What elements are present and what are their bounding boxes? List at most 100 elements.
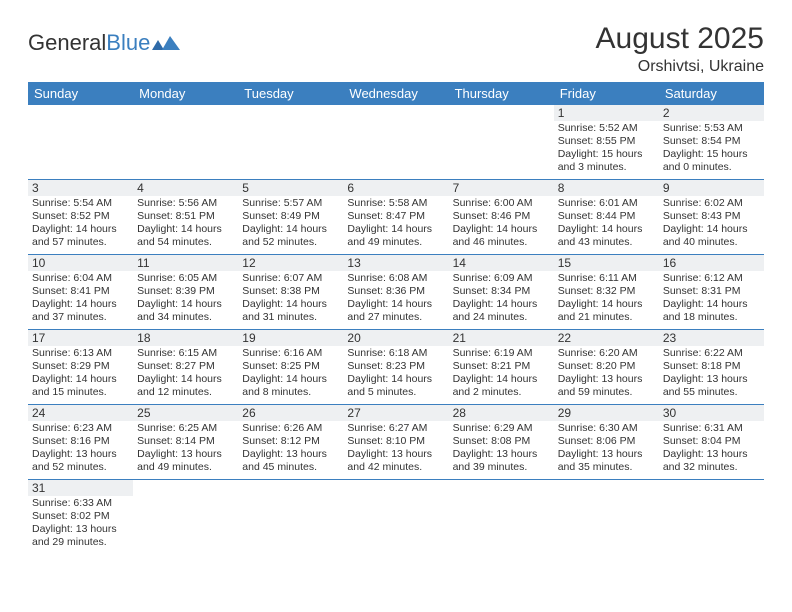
calendar-cell xyxy=(554,480,659,555)
day-info: Sunrise: 6:08 AMSunset: 8:36 PMDaylight:… xyxy=(343,271,448,326)
day-info: Sunrise: 6:30 AMSunset: 8:06 PMDaylight:… xyxy=(554,421,659,476)
dow-header: Thursday xyxy=(449,82,554,105)
dow-header: Sunday xyxy=(28,82,133,105)
calendar-cell: 24Sunrise: 6:23 AMSunset: 8:16 PMDayligh… xyxy=(28,405,133,480)
calendar-cell xyxy=(238,105,343,180)
dow-header: Saturday xyxy=(659,82,764,105)
calendar-cell xyxy=(343,105,448,180)
calendar-cell: 23Sunrise: 6:22 AMSunset: 8:18 PMDayligh… xyxy=(659,330,764,405)
day-number: 20 xyxy=(343,330,448,346)
day-number: 11 xyxy=(133,255,238,271)
calendar-cell: 6Sunrise: 5:58 AMSunset: 8:47 PMDaylight… xyxy=(343,180,448,255)
day-number: 17 xyxy=(28,330,133,346)
calendar-cell: 14Sunrise: 6:09 AMSunset: 8:34 PMDayligh… xyxy=(449,255,554,330)
day-info: Sunrise: 6:33 AMSunset: 8:02 PMDaylight:… xyxy=(28,496,133,551)
day-number: 4 xyxy=(133,180,238,196)
calendar-cell: 26Sunrise: 6:26 AMSunset: 8:12 PMDayligh… xyxy=(238,405,343,480)
logo: GeneralBlue xyxy=(28,30,180,56)
calendar-cell: 9Sunrise: 6:02 AMSunset: 8:43 PMDaylight… xyxy=(659,180,764,255)
calendar-cell: 19Sunrise: 6:16 AMSunset: 8:25 PMDayligh… xyxy=(238,330,343,405)
calendar-cell: 2Sunrise: 5:53 AMSunset: 8:54 PMDaylight… xyxy=(659,105,764,180)
day-info: Sunrise: 6:16 AMSunset: 8:25 PMDaylight:… xyxy=(238,346,343,401)
calendar-cell: 3Sunrise: 5:54 AMSunset: 8:52 PMDaylight… xyxy=(28,180,133,255)
day-info: Sunrise: 6:23 AMSunset: 8:16 PMDaylight:… xyxy=(28,421,133,476)
day-info: Sunrise: 6:00 AMSunset: 8:46 PMDaylight:… xyxy=(449,196,554,251)
day-info: Sunrise: 6:29 AMSunset: 8:08 PMDaylight:… xyxy=(449,421,554,476)
day-info: Sunrise: 5:52 AMSunset: 8:55 PMDaylight:… xyxy=(554,121,659,176)
day-number: 1 xyxy=(554,105,659,121)
day-number: 23 xyxy=(659,330,764,346)
day-info: Sunrise: 6:20 AMSunset: 8:20 PMDaylight:… xyxy=(554,346,659,401)
day-number: 8 xyxy=(554,180,659,196)
calendar-cell xyxy=(238,480,343,555)
calendar-cell: 7Sunrise: 6:00 AMSunset: 8:46 PMDaylight… xyxy=(449,180,554,255)
calendar-cell xyxy=(28,105,133,180)
day-number: 9 xyxy=(659,180,764,196)
day-info: Sunrise: 6:01 AMSunset: 8:44 PMDaylight:… xyxy=(554,196,659,251)
calendar-cell: 29Sunrise: 6:30 AMSunset: 8:06 PMDayligh… xyxy=(554,405,659,480)
day-number: 3 xyxy=(28,180,133,196)
calendar-cell xyxy=(449,105,554,180)
calendar-cell: 22Sunrise: 6:20 AMSunset: 8:20 PMDayligh… xyxy=(554,330,659,405)
header: GeneralBlue August 2025 Orshivtsi, Ukrai… xyxy=(28,22,764,76)
day-number: 30 xyxy=(659,405,764,421)
day-number: 16 xyxy=(659,255,764,271)
day-number: 22 xyxy=(554,330,659,346)
calendar-cell: 5Sunrise: 5:57 AMSunset: 8:49 PMDaylight… xyxy=(238,180,343,255)
calendar-cell xyxy=(449,480,554,555)
day-info: Sunrise: 6:04 AMSunset: 8:41 PMDaylight:… xyxy=(28,271,133,326)
calendar-cell: 17Sunrise: 6:13 AMSunset: 8:29 PMDayligh… xyxy=(28,330,133,405)
day-number: 24 xyxy=(28,405,133,421)
day-number: 6 xyxy=(343,180,448,196)
day-info: Sunrise: 5:54 AMSunset: 8:52 PMDaylight:… xyxy=(28,196,133,251)
day-number: 25 xyxy=(133,405,238,421)
day-number: 18 xyxy=(133,330,238,346)
day-number: 27 xyxy=(343,405,448,421)
calendar-cell: 10Sunrise: 6:04 AMSunset: 8:41 PMDayligh… xyxy=(28,255,133,330)
day-info: Sunrise: 6:05 AMSunset: 8:39 PMDaylight:… xyxy=(133,271,238,326)
day-info: Sunrise: 6:12 AMSunset: 8:31 PMDaylight:… xyxy=(659,271,764,326)
day-info: Sunrise: 6:07 AMSunset: 8:38 PMDaylight:… xyxy=(238,271,343,326)
calendar-cell: 16Sunrise: 6:12 AMSunset: 8:31 PMDayligh… xyxy=(659,255,764,330)
dow-header: Wednesday xyxy=(343,82,448,105)
day-info: Sunrise: 6:09 AMSunset: 8:34 PMDaylight:… xyxy=(449,271,554,326)
day-number: 7 xyxy=(449,180,554,196)
day-number: 13 xyxy=(343,255,448,271)
calendar-cell: 27Sunrise: 6:27 AMSunset: 8:10 PMDayligh… xyxy=(343,405,448,480)
day-info: Sunrise: 6:02 AMSunset: 8:43 PMDaylight:… xyxy=(659,196,764,251)
day-info: Sunrise: 6:18 AMSunset: 8:23 PMDaylight:… xyxy=(343,346,448,401)
day-info: Sunrise: 6:15 AMSunset: 8:27 PMDaylight:… xyxy=(133,346,238,401)
day-info: Sunrise: 5:57 AMSunset: 8:49 PMDaylight:… xyxy=(238,196,343,251)
day-number: 14 xyxy=(449,255,554,271)
logo-flag-icon xyxy=(152,34,180,52)
day-number: 15 xyxy=(554,255,659,271)
location: Orshivtsi, Ukraine xyxy=(596,58,764,76)
day-number: 2 xyxy=(659,105,764,121)
logo-general: General xyxy=(28,30,106,56)
calendar-cell: 20Sunrise: 6:18 AMSunset: 8:23 PMDayligh… xyxy=(343,330,448,405)
calendar-cell: 18Sunrise: 6:15 AMSunset: 8:27 PMDayligh… xyxy=(133,330,238,405)
calendar-cell xyxy=(133,105,238,180)
day-info: Sunrise: 6:27 AMSunset: 8:10 PMDaylight:… xyxy=(343,421,448,476)
day-number: 26 xyxy=(238,405,343,421)
day-number: 19 xyxy=(238,330,343,346)
calendar-cell xyxy=(133,480,238,555)
day-number: 28 xyxy=(449,405,554,421)
dow-header: Friday xyxy=(554,82,659,105)
dow-header: Monday xyxy=(133,82,238,105)
dow-header: Tuesday xyxy=(238,82,343,105)
calendar-cell: 8Sunrise: 6:01 AMSunset: 8:44 PMDaylight… xyxy=(554,180,659,255)
calendar-cell: 30Sunrise: 6:31 AMSunset: 8:04 PMDayligh… xyxy=(659,405,764,480)
day-info: Sunrise: 6:25 AMSunset: 8:14 PMDaylight:… xyxy=(133,421,238,476)
calendar-cell: 12Sunrise: 6:07 AMSunset: 8:38 PMDayligh… xyxy=(238,255,343,330)
day-info: Sunrise: 5:58 AMSunset: 8:47 PMDaylight:… xyxy=(343,196,448,251)
day-number: 12 xyxy=(238,255,343,271)
day-info: Sunrise: 5:53 AMSunset: 8:54 PMDaylight:… xyxy=(659,121,764,176)
day-info: Sunrise: 6:31 AMSunset: 8:04 PMDaylight:… xyxy=(659,421,764,476)
month-title: August 2025 xyxy=(596,22,764,56)
day-number: 29 xyxy=(554,405,659,421)
calendar-cell xyxy=(343,480,448,555)
day-info: Sunrise: 6:13 AMSunset: 8:29 PMDaylight:… xyxy=(28,346,133,401)
calendar-cell: 11Sunrise: 6:05 AMSunset: 8:39 PMDayligh… xyxy=(133,255,238,330)
calendar-cell: 31Sunrise: 6:33 AMSunset: 8:02 PMDayligh… xyxy=(28,480,133,555)
